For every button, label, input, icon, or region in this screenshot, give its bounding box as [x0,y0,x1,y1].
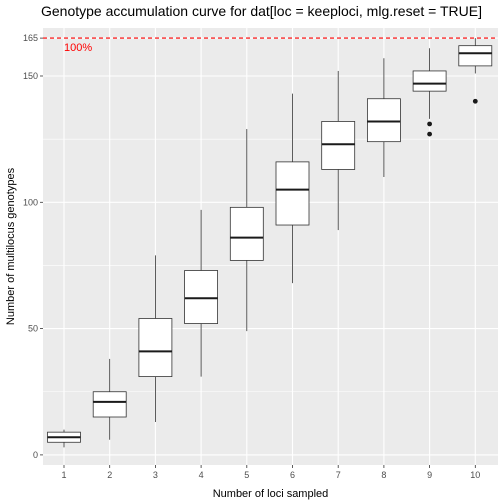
box-iqr [184,270,219,324]
box-iqr [458,45,493,67]
box-group-2 [92,358,127,440]
box-iqr [92,391,127,418]
y-tick-label: 150 [23,71,38,81]
y-tick-label: 100 [23,197,38,207]
box-iqr [321,121,356,170]
x-tick-label: 7 [336,470,341,480]
x-tick-label: 3 [153,470,158,480]
x-tick-label: 6 [290,470,295,480]
x-tick-label: 4 [199,470,204,480]
y-tick-label: 165 [23,33,38,43]
box-group-1 [47,429,81,448]
y-tick-label: 0 [33,450,38,460]
y-tick-label: 50 [28,324,38,334]
box-group-7 [321,70,356,231]
x-tick-label: 10 [470,470,480,480]
outlier-point [472,98,478,104]
x-axis-title: Number of loci sampled [213,488,329,500]
chart-title: Genotype accumulation curve for dat[loc … [41,3,482,19]
x-tick-label: 9 [427,470,432,480]
box-group-10 [458,38,493,104]
box-group-5 [229,129,264,332]
x-tick-label: 8 [381,470,386,480]
box-iqr [229,206,264,261]
box-iqr [275,161,310,226]
box-iqr [366,98,401,143]
y-axis: 0 50 100 150 165 [23,33,43,460]
box-iqr [138,318,173,377]
reference-line-layer: 100% [43,37,498,54]
x-tick-label: 5 [244,470,249,480]
box-group-8 [366,58,401,178]
outlier-point [427,121,432,127]
box-iqr [412,70,447,92]
reference-line-label: 100% [64,42,92,54]
y-axis-title: Number of multilocus genotypes [5,167,17,325]
box-group-3 [138,255,173,423]
boxplot-layer [47,38,493,448]
outlier-point [427,131,432,137]
x-tick-label: 1 [61,470,66,480]
box-group-6 [275,93,310,284]
x-axis: 1 2 3 4 5 6 7 8 9 10 [61,465,480,480]
box-group-9 [412,48,447,137]
x-tick-label: 2 [107,470,112,480]
box-group-4 [184,209,219,377]
